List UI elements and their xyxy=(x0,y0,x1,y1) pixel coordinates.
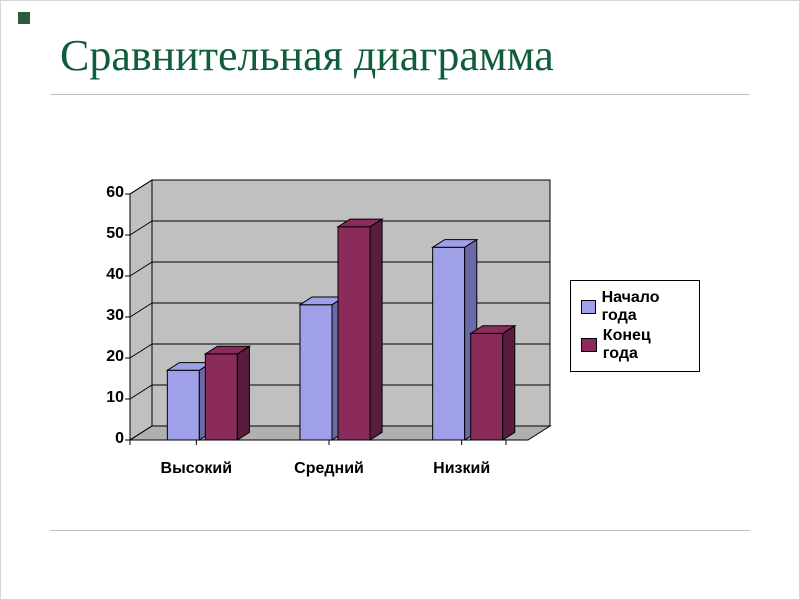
y-tick-label: 60 xyxy=(96,184,124,202)
bottom-rule xyxy=(50,530,750,531)
y-tick-label: 20 xyxy=(96,348,124,366)
y-tick-label: 10 xyxy=(96,389,124,407)
x-tick-label: Средний xyxy=(284,460,374,478)
x-tick-label: Высокий xyxy=(151,460,241,478)
y-tick-label: 50 xyxy=(96,225,124,243)
legend-label: Конец года xyxy=(603,327,689,363)
title-decoration xyxy=(18,12,30,24)
y-tick-label: 30 xyxy=(96,307,124,325)
comparison-chart: 0 10 20 30 40 50 60 Высокий Средний Низкий Начал… xyxy=(60,170,700,500)
legend-item: Конец года xyxy=(581,327,689,363)
y-tick-label: 0 xyxy=(96,430,124,448)
chart-plot-area xyxy=(130,180,550,440)
legend-item: Начало года xyxy=(581,289,689,325)
page-title: Сравнительная диаграмма xyxy=(60,30,554,81)
x-tick-label: Низкий xyxy=(417,460,507,478)
title-underline xyxy=(50,94,750,95)
y-tick-label: 40 xyxy=(96,266,124,284)
legend-label: Начало года xyxy=(602,289,689,325)
chart-legend: Начало года Конец года xyxy=(570,280,700,372)
chart-svg xyxy=(130,180,550,440)
legend-swatch xyxy=(581,300,596,314)
legend-swatch xyxy=(581,338,597,352)
